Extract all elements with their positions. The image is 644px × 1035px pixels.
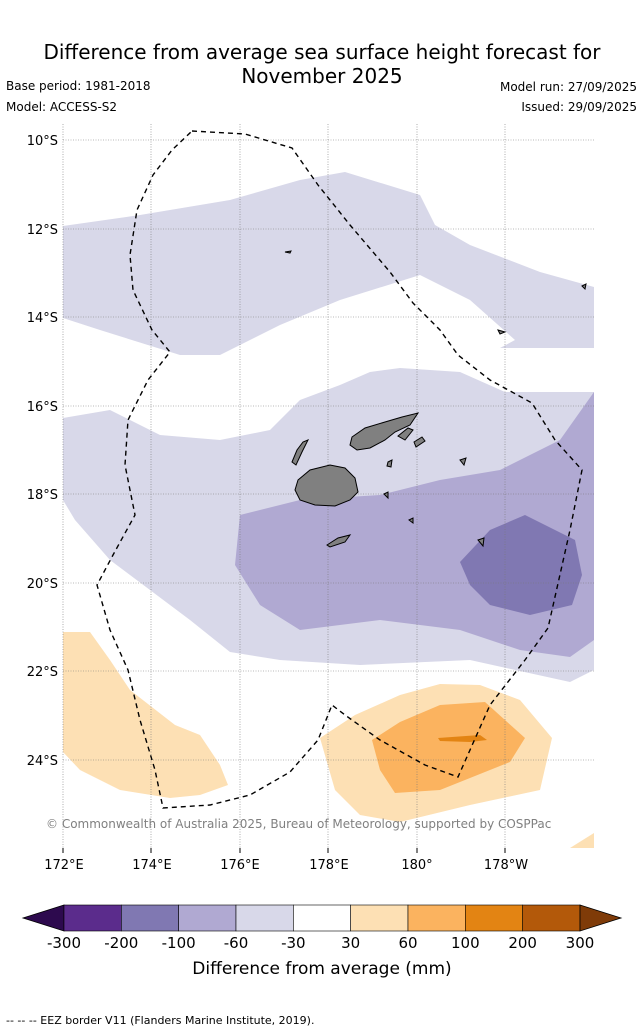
colorbar-tick-label: -200 — [104, 934, 138, 952]
anomaly-region-light-north — [63, 172, 594, 355]
title-line-1: Difference from average sea surface heig… — [43, 40, 601, 64]
colorbar-tick-label: -60 — [224, 934, 249, 952]
copyright-notice: © Commonwealth of Australia 2025, Bureau… — [46, 817, 552, 831]
tick-marks — [62, 848, 506, 853]
northeast-island — [581, 283, 587, 291]
yasawa — [291, 439, 310, 466]
colorbar-cell — [235, 904, 294, 932]
title-line-2: November 2025 — [241, 64, 403, 88]
colorbar-cell — [465, 904, 523, 932]
lau-island-3 — [477, 537, 485, 548]
lon-label: 180° — [401, 858, 432, 873]
colorbar-cell — [63, 904, 122, 932]
lon-label: 178°E — [309, 858, 349, 873]
lon-label: 176°E — [220, 858, 260, 873]
anomaly-region-pale-orange-west — [63, 632, 228, 798]
lon-label: 178°W — [484, 858, 528, 873]
colorbar-cell — [121, 904, 179, 932]
lat-label: 22°S — [27, 665, 58, 680]
viti-levu — [294, 464, 359, 507]
colorbar-cell — [522, 904, 581, 932]
colorbar-tick-label: 100 — [451, 934, 480, 952]
lat-label: 20°S — [27, 577, 58, 592]
kadavu — [326, 534, 352, 548]
colorbar: -300 -200 -100 -60 -30 30 60 100 200 300 Differen… — [21, 904, 623, 979]
colorbar-cell — [407, 904, 466, 932]
rotuma-area-island — [284, 250, 292, 254]
colorbar-label: Difference from average (mm) — [192, 959, 451, 979]
base-period: Base period: 1981-2018 — [6, 79, 151, 93]
colorbar-tick-label: 200 — [508, 934, 537, 952]
colorbar-cell — [350, 904, 409, 932]
taveuni — [397, 427, 414, 441]
lau-island-1 — [413, 436, 426, 448]
reef-island — [497, 329, 507, 335]
colorbar-cell — [178, 904, 237, 932]
koro — [386, 459, 393, 468]
fiji-islands — [284, 250, 587, 548]
colorbar-tick-label: 300 — [566, 934, 595, 952]
lon-label: 172°E — [44, 858, 84, 873]
colorbar-ticks: -300 -200 -100 -60 -30 30 60 100 200 300 — [47, 934, 594, 952]
anomaly-region-orange — [372, 702, 525, 793]
gau-island — [383, 491, 389, 500]
latitude-labels: 10°S 12°S 14°S 16°S 18°S 20°S 22°S 24°S — [27, 134, 58, 769]
issued-date: Issued: 29/09/2025 — [521, 100, 637, 114]
eez-legend: -- -- -- EEZ border V11 (Flanders Marine… — [6, 1014, 315, 1027]
anomaly-region-pale-orange-corner — [570, 833, 594, 848]
moala-island — [408, 517, 414, 524]
colorbar-cell — [293, 904, 351, 932]
lon-label: 174°E — [132, 858, 172, 873]
colorbar-extend-low — [21, 904, 65, 932]
map-title: Difference from average sea surface heig… — [0, 40, 644, 88]
anomaly-region-deep-orange — [438, 735, 487, 742]
colorbar-tick-label: -300 — [47, 934, 81, 952]
colorbar-extend-high — [579, 904, 623, 932]
longitude-labels: 172°E 174°E 176°E 178°E 180° 178°W — [44, 858, 528, 873]
lat-label: 14°S — [27, 311, 58, 326]
colorbar-tick-label: -100 — [162, 934, 196, 952]
colorbar-cells — [63, 904, 581, 932]
anomaly-region-dark — [460, 515, 582, 615]
lau-island-2 — [459, 457, 467, 467]
colorbar-tick-label: 30 — [341, 934, 360, 952]
anomaly-fill-layer — [63, 172, 594, 848]
model-run: Model run: 27/09/2025 — [499, 80, 637, 94]
lat-label: 24°S — [27, 754, 58, 769]
lat-label: 18°S — [27, 488, 58, 503]
lat-label: 10°S — [27, 134, 58, 149]
model-name: Model: ACCESS-S2 — [6, 100, 118, 114]
vanua-levu — [349, 412, 420, 451]
colorbar-tick-label: 60 — [398, 934, 417, 952]
colorbar-tick-label: -30 — [281, 934, 306, 952]
lat-label: 16°S — [27, 400, 58, 415]
lat-label: 12°S — [27, 223, 58, 238]
